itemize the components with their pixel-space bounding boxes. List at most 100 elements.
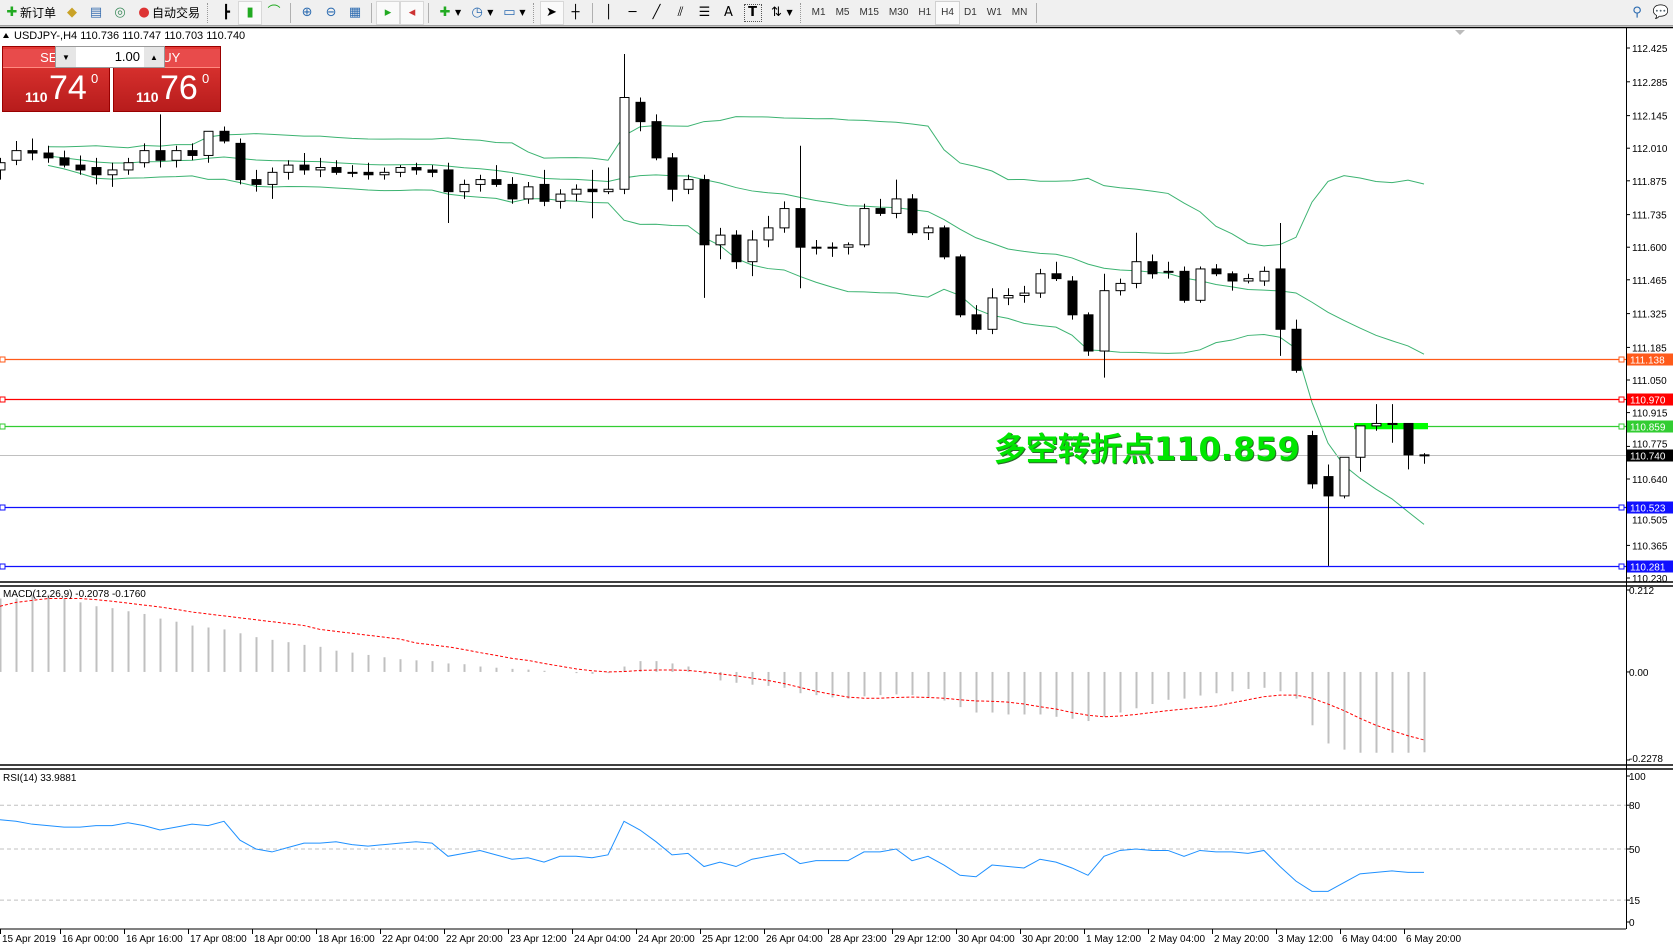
- volume-input[interactable]: 1.00: [114, 49, 140, 64]
- candle-bullish: [1099, 273, 1110, 378]
- timeframe-h1[interactable]: H1: [918, 7, 932, 18]
- candle-body: [651, 121, 662, 159]
- level-price-tag: [1627, 420, 1673, 433]
- trendline-button[interactable]: ╱: [646, 2, 668, 24]
- timeframe-m1[interactable]: M1: [811, 7, 826, 18]
- cursor-button[interactable]: ➤: [539, 0, 564, 25]
- periods-dropdown[interactable]: ◷ ▼: [466, 2, 496, 24]
- candle-body: [1323, 476, 1334, 497]
- new-order-button[interactable]: ✚ 新订单: [1, 2, 59, 24]
- crosshair-icon: ┼: [571, 4, 580, 20]
- candle-body: [443, 169, 454, 193]
- signals-button[interactable]: ◎: [109, 2, 131, 24]
- indicators-dropdown[interactable]: ✚ ▼: [434, 2, 464, 24]
- bar-chart-button[interactable]: ┣: [215, 2, 237, 24]
- line-chart-icon: ⌒: [267, 4, 281, 20]
- time-axis: 15 Apr 2019 16 Apr 00:00 16 Apr 16:00 17 Ap…: [0, 929, 1461, 945]
- candle-bearish: [539, 169, 550, 207]
- line-chart-button[interactable]: ⌒: [263, 2, 285, 24]
- candle-body: [491, 179, 502, 185]
- timeframe-mn[interactable]: MN: [1011, 7, 1028, 18]
- candlestick-button[interactable]: ▮: [238, 0, 263, 25]
- chart-shift-marker[interactable]: [1455, 30, 1465, 35]
- timeframe-m5[interactable]: M5: [835, 7, 850, 18]
- candle-body: [1051, 273, 1062, 280]
- volume-stepper[interactable]: ▼ 1.00 ▲: [55, 46, 165, 68]
- zoom-in-button[interactable]: ⊕: [296, 2, 318, 24]
- level-anchor[interactable]: [0, 423, 6, 430]
- candle-body: [107, 169, 118, 176]
- collapse-icon[interactable]: [3, 33, 9, 38]
- chevron-down-icon: ▼: [519, 8, 526, 17]
- buy-price-big: 76: [160, 69, 198, 107]
- level-anchor[interactable]: [0, 563, 6, 570]
- timeframe-d1[interactable]: D1: [963, 7, 977, 18]
- navigator-button[interactable]: ▤: [85, 2, 107, 24]
- zoom-out-button[interactable]: ⊖: [320, 2, 342, 24]
- level-anchor[interactable]: [1618, 563, 1625, 570]
- separator: [428, 2, 430, 23]
- chat-button[interactable]: 💬: [1650, 2, 1672, 24]
- time-label: 22 Apr 20:00: [446, 934, 503, 945]
- candle-bullish: [1371, 404, 1382, 431]
- volume-decrease-button[interactable]: ▼: [56, 47, 76, 67]
- channel-button[interactable]: ⫽: [670, 2, 692, 24]
- chart-window[interactable]: 112.425 112.285 112.145 112.010 111.875 111.7…: [0, 26, 1673, 948]
- time-label: 30 Apr 04:00: [958, 934, 1015, 945]
- level-anchor[interactable]: [1618, 396, 1625, 403]
- level-anchor[interactable]: [1618, 356, 1625, 363]
- candle-body: [91, 167, 102, 176]
- candle-bullish: [379, 167, 390, 180]
- level-anchor[interactable]: [0, 396, 6, 403]
- chart-frame: [0, 26, 1673, 930]
- search-button[interactable]: ⚲: [1626, 2, 1648, 24]
- timeframe-m30[interactable]: M30: [888, 7, 909, 18]
- fibonacci-button[interactable]: ☰: [694, 2, 716, 24]
- level-anchor[interactable]: [0, 504, 6, 511]
- price-tick-label: 111.465: [1632, 276, 1667, 287]
- vertical-line-button[interactable]: │: [598, 2, 620, 24]
- toolbar: ✚ 新订单 ◆ ▤ ◎ ● 自动交易 ┣ ▮ ⌒ ⊕ ⊖ ▦ ▸ ◂ ✚ ▼ ◷ ▼ ▭…: [0, 0, 1673, 26]
- auto-trading-button[interactable]: ● 自动交易: [133, 2, 203, 24]
- price-tick-label: 110.640: [1632, 475, 1668, 486]
- time-label: 6 May 04:00: [1342, 934, 1397, 945]
- templates-dropdown[interactable]: ▭ ▼: [498, 2, 528, 24]
- market-watch-button[interactable]: ◆: [61, 2, 83, 24]
- candle-bearish: [651, 114, 662, 161]
- horizontal-line-button[interactable]: ─: [622, 2, 644, 24]
- timeframe-h4[interactable]: H4: [935, 0, 960, 25]
- arrows-dropdown[interactable]: ⇅ ▼: [766, 2, 796, 24]
- candle-body: [1195, 268, 1206, 301]
- volume-increase-button[interactable]: ▲: [144, 47, 164, 67]
- candle-bullish: [811, 239, 822, 255]
- tile-windows-button[interactable]: ▦: [344, 2, 366, 24]
- candle-bearish: [43, 145, 54, 163]
- trendline-icon: ╱: [652, 4, 661, 20]
- level-anchor[interactable]: [1618, 423, 1625, 430]
- price-panel: [0, 54, 1626, 570]
- candle-body: [0, 162, 6, 171]
- time-label: 3 May 12:00: [1278, 934, 1333, 945]
- level-anchor[interactable]: [0, 356, 6, 363]
- candle-bullish: [123, 157, 134, 175]
- chart-shift-button[interactable]: ◂: [400, 0, 425, 25]
- candle-bearish: [219, 126, 230, 144]
- candle-bullish: [1195, 266, 1206, 303]
- label-button[interactable]: T: [742, 2, 764, 24]
- pivot-annotation[interactable]: 多空转折点110.859: [994, 430, 1300, 468]
- candle-bearish: [491, 165, 502, 187]
- new-order-icon: ✚: [6, 4, 18, 20]
- channel-icon: ⫽: [677, 4, 684, 20]
- timeframe-w1[interactable]: W1: [986, 7, 1002, 18]
- pivot-zone[interactable]: [1354, 422, 1428, 430]
- candle-bearish: [875, 198, 886, 216]
- timeframe-m15[interactable]: M15: [859, 7, 879, 18]
- candle-bearish: [235, 138, 246, 185]
- crosshair-button[interactable]: ┼: [565, 2, 587, 24]
- autoscroll-button[interactable]: ▸: [376, 0, 401, 25]
- clock-icon: ◷: [471, 4, 483, 20]
- rsi-axis-label: 15: [1629, 896, 1641, 907]
- candle-body: [619, 96, 630, 190]
- level-anchor[interactable]: [1618, 504, 1625, 511]
- text-button[interactable]: A: [718, 2, 740, 24]
